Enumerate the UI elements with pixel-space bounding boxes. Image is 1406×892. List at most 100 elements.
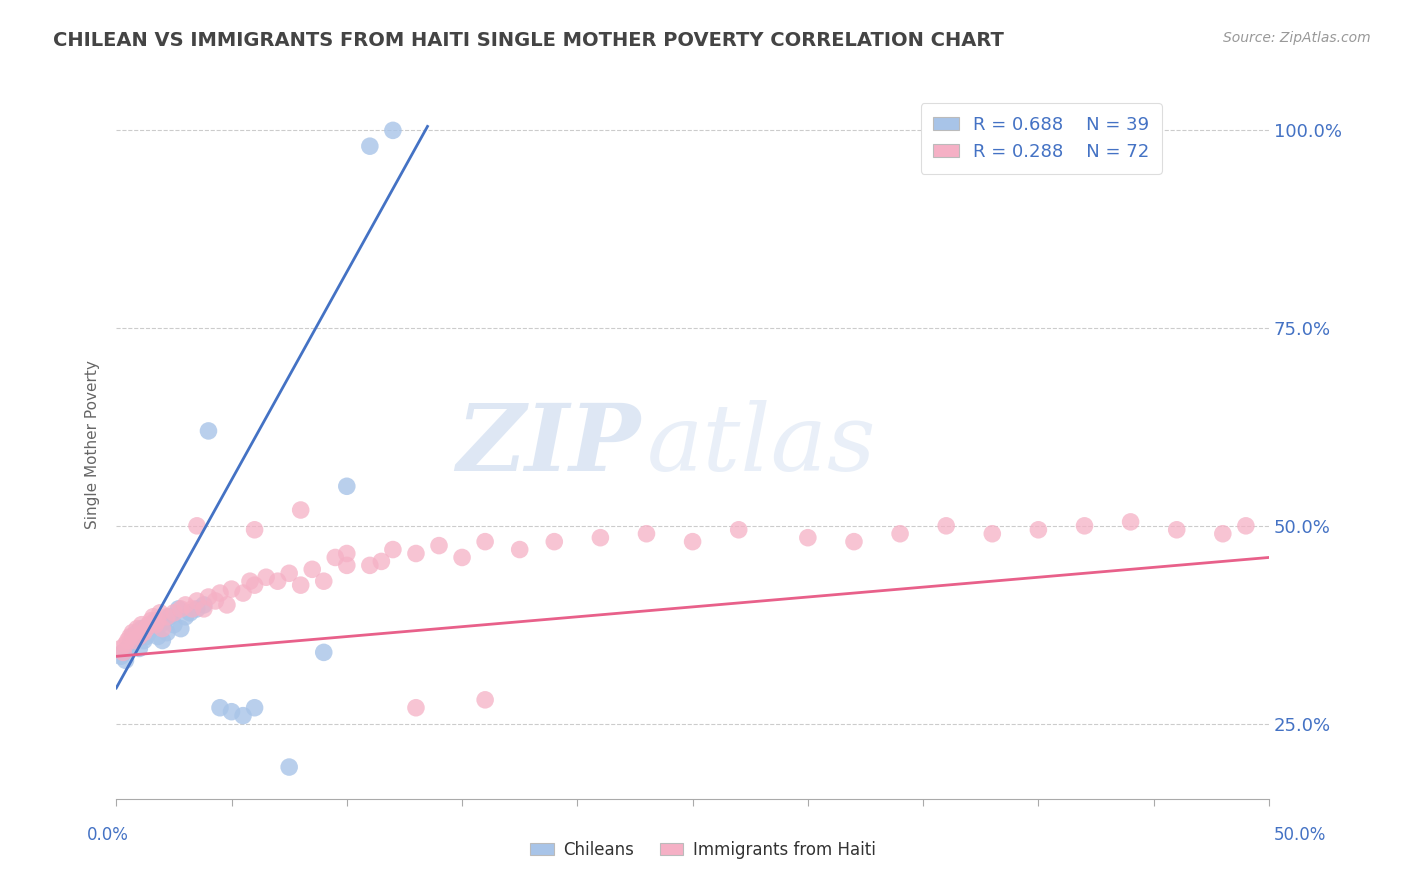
Y-axis label: Single Mother Poverty: Single Mother Poverty [86, 360, 100, 529]
Point [221, 582, 243, 596]
Text: 50.0%: 50.0% [1274, 826, 1326, 844]
Point [149, 617, 172, 632]
Point [128, 630, 150, 644]
Point [156, 609, 179, 624]
Point [1166, 523, 1188, 537]
Point [112, 645, 135, 659]
Point [381, 123, 404, 137]
Point [153, 614, 176, 628]
Point [114, 637, 136, 651]
Point [381, 542, 404, 557]
Point [138, 617, 160, 632]
Point [181, 602, 204, 616]
Point [336, 479, 359, 493]
Point [110, 641, 132, 656]
Point [336, 558, 359, 573]
Point [156, 625, 179, 640]
Point [474, 693, 496, 707]
Point [121, 630, 143, 644]
Point [179, 606, 201, 620]
Point [139, 622, 162, 636]
Point [232, 708, 254, 723]
Point [112, 645, 135, 659]
Point [157, 609, 180, 624]
Point [174, 609, 197, 624]
Point [981, 526, 1004, 541]
Point [359, 139, 381, 153]
Point [636, 526, 658, 541]
Point [243, 523, 266, 537]
Point [128, 641, 150, 656]
Point [1234, 518, 1257, 533]
Point [120, 630, 142, 644]
Text: 0.0%: 0.0% [87, 826, 129, 844]
Point [125, 625, 148, 640]
Point [1028, 523, 1050, 537]
Point [474, 534, 496, 549]
Point [146, 630, 169, 644]
Point [114, 653, 136, 667]
Point [727, 523, 749, 537]
Point [193, 598, 215, 612]
Point [1073, 518, 1095, 533]
Point [131, 622, 153, 636]
Point [110, 649, 132, 664]
Point [243, 578, 266, 592]
Point [1119, 515, 1142, 529]
Point [170, 602, 193, 616]
Text: CHILEAN VS IMMIGRANTS FROM HAITI SINGLE MOTHER POVERTY CORRELATION CHART: CHILEAN VS IMMIGRANTS FROM HAITI SINGLE … [53, 31, 1004, 50]
Point [117, 641, 139, 656]
Point [197, 590, 219, 604]
Point [193, 602, 215, 616]
Point [290, 503, 312, 517]
Point [243, 700, 266, 714]
Text: ZIP: ZIP [457, 400, 641, 490]
Legend: Chileans, Immigrants from Haiti: Chileans, Immigrants from Haiti [523, 835, 883, 866]
Point [323, 550, 346, 565]
Point [125, 622, 148, 636]
Point [163, 606, 186, 620]
Point [232, 586, 254, 600]
Point [135, 630, 157, 644]
Point [204, 594, 226, 608]
Point [682, 534, 704, 549]
Text: atlas: atlas [647, 400, 876, 490]
Point [167, 602, 190, 616]
Point [149, 606, 172, 620]
Point [266, 574, 288, 589]
Point [543, 534, 565, 549]
Point [278, 566, 301, 581]
Point [427, 539, 450, 553]
Point [451, 550, 474, 565]
Point [336, 547, 359, 561]
Point [254, 570, 277, 584]
Point [208, 700, 231, 714]
Point [150, 622, 173, 636]
Point [139, 614, 162, 628]
Point [142, 617, 165, 632]
Point [170, 622, 193, 636]
Point [135, 622, 157, 636]
Point [509, 542, 531, 557]
Text: Source: ZipAtlas.com: Source: ZipAtlas.com [1223, 31, 1371, 45]
Point [359, 558, 381, 573]
Point [132, 633, 155, 648]
Point [589, 531, 612, 545]
Point [370, 554, 392, 568]
Point [215, 598, 238, 612]
Point [186, 602, 208, 616]
Point [239, 574, 262, 589]
Point [145, 617, 167, 632]
Legend: R = 0.688    N = 39, R = 0.288    N = 72: R = 0.688 N = 39, R = 0.288 N = 72 [921, 103, 1161, 174]
Point [278, 760, 301, 774]
Point [146, 614, 169, 628]
Point [120, 637, 142, 651]
Point [405, 700, 427, 714]
Point [290, 578, 312, 592]
Point [142, 609, 165, 624]
Point [117, 633, 139, 648]
Point [208, 586, 231, 600]
Point [797, 531, 820, 545]
Point [197, 424, 219, 438]
Point [132, 625, 155, 640]
